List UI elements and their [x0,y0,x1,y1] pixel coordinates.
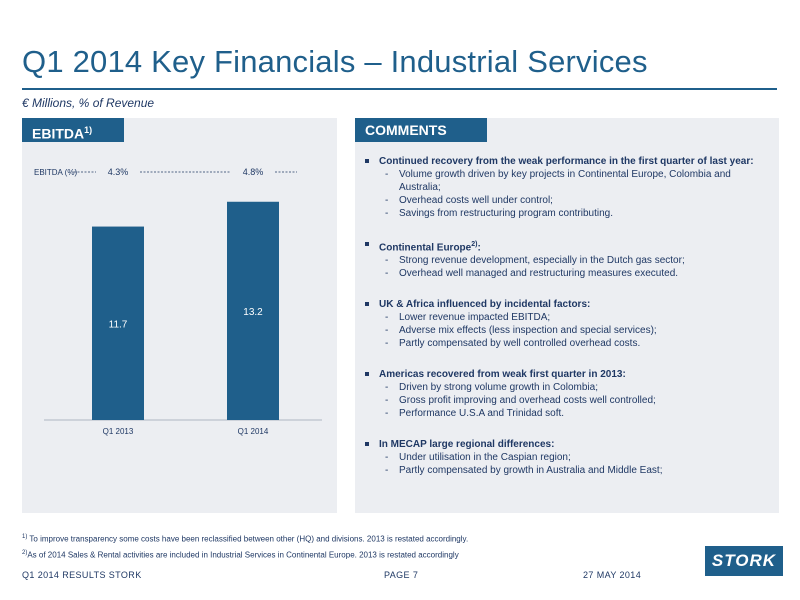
footnote-mark: 2) [471,241,478,248]
title-divider [22,88,777,90]
dash-marker: - [385,338,389,350]
footer-page-number: PAGE 7 [384,570,419,580]
footnote: 2)As of 2014 Sales & Rental activities a… [22,550,468,560]
ebitda-chart: EBITDA (%) 4.3% 4.8% 11.7 Q1 2013 13.2 Q1 2014 [34,167,322,436]
comment-sub-text: Lower revenue impacted EBITDA; [399,312,551,324]
bullet-square-icon [365,302,369,307]
comment-sub-text: Under utilisation in the Caspian region; [399,452,571,464]
ebitda-tab-label: EBITDA [32,125,85,142]
footnote-mark: 1) [22,534,28,540]
footnote: 1) To improve transparency some costs ha… [22,534,468,544]
dash-marker: - [385,395,389,407]
footnote-text: As of 2014 Sales & Rental activities are… [27,550,459,560]
footer-report-name: Q1 2014 RESULTS STORK [22,570,142,580]
ratio-row-label: EBITDA (%) [34,168,77,177]
comment-sub-text: Driven by strong volume growth in Colomb… [399,382,598,394]
comment-sub-item: - Partly compensated by well controlled o… [379,337,773,350]
dash-marker: - [385,325,389,337]
comment-heading-text: In MECAP large regional differences: [379,439,555,451]
comment-sub-item: - Driven by strong volume growth in Colom… [379,381,773,394]
stork-logo: STORK [705,546,783,576]
comment-heading: Continued recovery from the weak perform… [379,155,773,168]
comment-sub-item: - Overhead well managed and restructuring… [379,267,773,280]
comment-heading-suffix: : [477,242,481,254]
bar-value-label: 13.2 [243,307,263,318]
page-title: Q1 2014 Key Financials – Industrial Serv… [22,44,648,79]
comment-sub-item: - Under utilisation in the Caspian region… [379,451,773,464]
ebitda-bar [227,201,279,420]
comment-sub-text: Strong revenue development, especially i… [399,255,685,267]
comment-heading: In MECAP large regional differences: [379,438,773,451]
comment-bullet: UK & Africa influenced by incidental fac… [363,298,773,350]
comment-sub-text: Savings from restructuring program contr… [399,208,613,219]
comments-panel [355,118,779,513]
comment-sub-item: - Savings from restructuring program cont… [379,207,773,220]
comment-sub-item: - Volume growth driven by key projects in… [379,168,773,194]
dash-marker: - [385,452,389,464]
comment-bullet: Continental Europe2): - Strong revenue dev… [363,238,773,280]
dash-marker: - [385,312,389,324]
ebitda-ratio-label: 4.3% [108,167,129,177]
comment-sub-text: Partly compensated by growth in Australi… [399,465,663,477]
comment-sub-text: Performance U.S.A and Trinidad soft. [399,408,565,420]
ebitda-bar [92,226,144,420]
bar-value-label: 11.7 [109,319,128,330]
dash-marker: - [385,408,389,420]
comments-list: Continued recovery from the weak perform… [363,155,773,495]
comment-heading: UK & Africa influenced by incidental fac… [379,298,773,311]
comment-bullet: Americas recovered from weak first quart… [363,368,773,420]
comment-sub-text: Volume growth driven by key projects in … [399,169,731,193]
bullet-square-icon [365,442,369,447]
comment-sub-text: Partly compensated by well controlled ov… [399,338,641,350]
dash-marker: - [385,382,389,394]
dash-marker: - [385,169,389,180]
dash-marker: - [385,195,389,206]
top-margin [0,0,800,18]
footnotes: 1) To improve transparency some costs ha… [22,534,468,565]
comment-sub-text: Gross profit improving and overhead cost… [399,395,656,407]
ebitda-tab: EBITDA1) [22,118,124,142]
comment-heading-text: Americas recovered from weak first quart… [379,369,626,381]
comment-heading: Continental Europe2): [379,238,773,254]
comment-heading-text: Continued recovery from the weak perform… [379,156,754,167]
comment-bullet: In MECAP large regional differences: - Und… [363,438,773,477]
comment-sub-item: - Performance U.S.A and Trinidad soft. [379,407,773,420]
bullet-square-icon [365,242,369,246]
ebitda-panel [22,118,337,513]
comment-sub-item: - Strong revenue development, especially … [379,254,773,267]
comment-sub-item: - Gross profit improving and overhead cos… [379,394,773,407]
bullet-square-icon [365,372,369,377]
page-subtitle: € Millions, % of Revenue [22,96,155,110]
dash-marker: - [385,465,389,477]
comment-sub-text: Overhead well managed and restructuring … [399,268,679,280]
dash-marker: - [385,208,389,219]
comment-sub-item: - Adverse mix effects (less inspection an… [379,324,773,337]
footnote-mark: 2) [22,549,28,556]
dash-marker: - [385,268,389,280]
footnote-text: To improve transparency some costs have … [27,534,469,544]
comment-sub-text: Adverse mix effects (less inspection and… [399,325,657,337]
comment-heading-text: Continental Europe [379,242,472,254]
comment-sub-item: - Overhead costs well under control; [379,194,773,207]
comment-heading: Americas recovered from weak first quart… [379,368,773,381]
comment-bullet: Continued recovery from the weak perform… [363,155,773,220]
category-tick-label: Q1 2014 [238,427,269,436]
ebitda-ratio-label: 4.8% [243,167,264,177]
comment-heading-text: UK & Africa influenced by incidental fac… [379,299,591,311]
comment-sub-text: Overhead costs well under control; [399,195,553,206]
footer-date: 27 MAY 2014 [583,570,642,580]
ebitda-tab-footnote-mark: 1) [84,125,93,135]
dash-marker: - [385,255,389,267]
comment-sub-item: - Partly compensated by growth in Austral… [379,464,773,477]
comments-tab: COMMENTS [355,118,487,142]
bullet-square-icon [365,159,369,163]
category-tick-label: Q1 2013 [103,427,134,436]
comment-sub-item: - Lower revenue impacted EBITDA; [379,311,773,324]
